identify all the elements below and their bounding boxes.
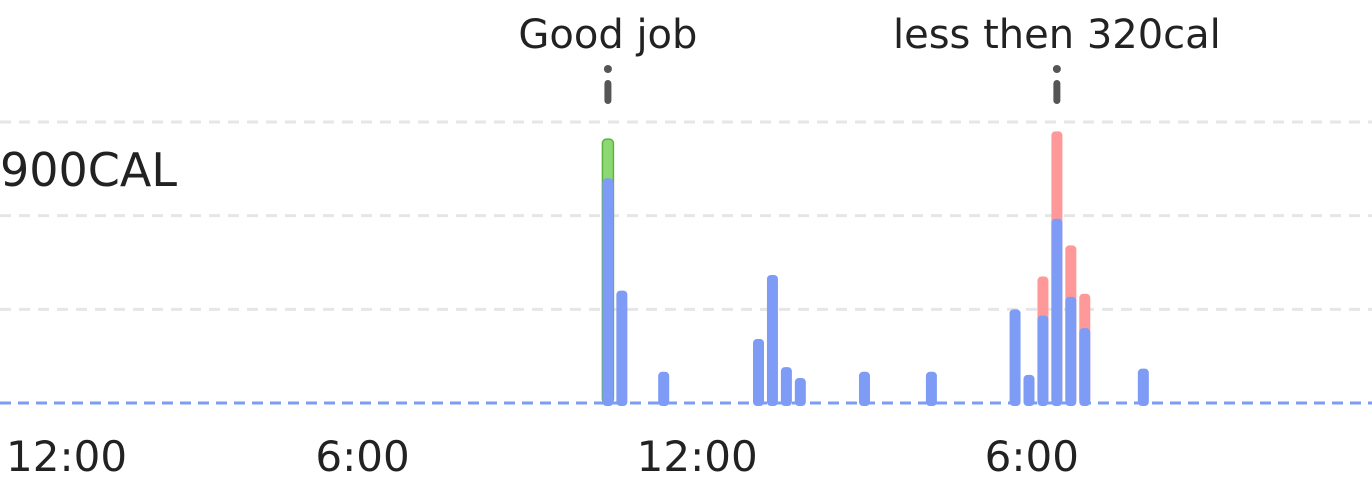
- annotation-stem-0: [604, 80, 612, 104]
- bar-1: [616, 290, 628, 406]
- bar-8: [925, 371, 937, 406]
- bar-9: [1009, 309, 1021, 406]
- annotation-1: less then 320cal: [893, 12, 1221, 104]
- bar-7: [858, 371, 870, 406]
- bars: [0, 131, 1372, 406]
- bar-10: [1023, 374, 1035, 406]
- bar-3: [753, 338, 765, 406]
- x-tick-2: 12:00: [637, 432, 758, 481]
- bar-4: [766, 274, 778, 406]
- x-tick-1: 6:00: [315, 432, 409, 481]
- x-tick-3: 6:00: [985, 432, 1079, 481]
- y-axis-label: 900CAL: [0, 143, 177, 197]
- bar-11: [1037, 315, 1049, 406]
- bar-12: [1051, 218, 1063, 406]
- annotation-dot-0: [603, 65, 612, 73]
- bar-13: [1065, 296, 1077, 406]
- bar-0: [602, 178, 614, 406]
- annotation-0: Good job: [518, 12, 697, 104]
- x-tick-0: 12:00: [6, 432, 127, 481]
- bar-2: [658, 371, 670, 406]
- annotation-dot-1: [1052, 65, 1061, 73]
- annotations: Good job less then 320cal: [518, 12, 1221, 104]
- bar-14: [1079, 328, 1091, 406]
- grid-lines: [0, 120, 1372, 311]
- bar-15: [1137, 368, 1149, 406]
- annotation-text-1: less then 320cal: [893, 12, 1221, 58]
- annotation-stem-1: [1053, 80, 1061, 104]
- x-axis-ticks: 12:00 6:00 12:00 6:00: [6, 432, 1079, 481]
- bar-6: [794, 378, 806, 406]
- annotation-text-0: Good job: [518, 12, 697, 58]
- bar-5: [780, 367, 792, 406]
